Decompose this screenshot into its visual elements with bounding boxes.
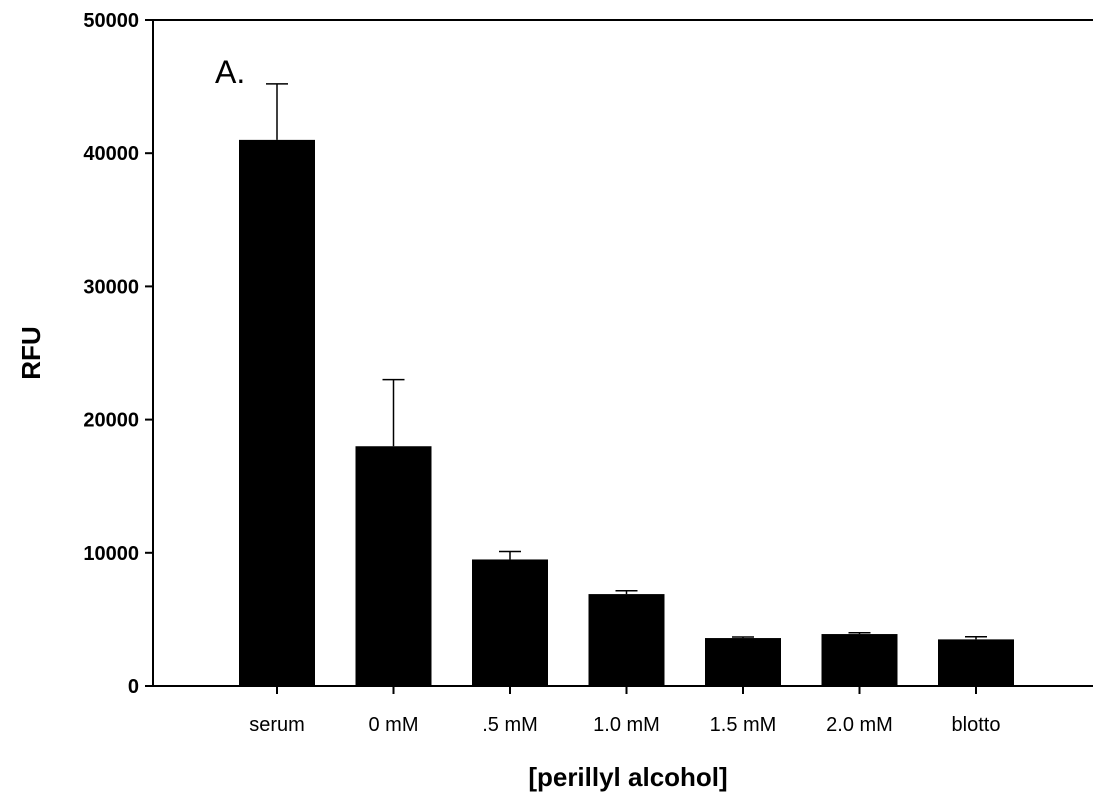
bar bbox=[472, 559, 548, 686]
x-tick-labels: serum 0 mM .5 mM 1.0 mM 1.5 mM 2.0 mM blotto bbox=[249, 686, 1000, 736]
y-tick-label: 50000 bbox=[83, 10, 139, 32]
bar bbox=[239, 139, 315, 686]
bars bbox=[239, 83, 1014, 686]
y-tick-label: 20000 bbox=[83, 410, 139, 432]
x-tick-label: .5 mM bbox=[482, 714, 538, 736]
x-tick-label: 1.0 mM bbox=[593, 714, 660, 736]
x-tick-label: 0 mM bbox=[369, 714, 419, 736]
y-ticks: 0 10000 20000 30000 40000 50000 bbox=[83, 10, 153, 698]
bar bbox=[705, 638, 781, 686]
bar bbox=[821, 634, 898, 686]
bar bbox=[588, 594, 665, 686]
y-tick-label: 0 bbox=[128, 676, 139, 698]
y-tick-label: 10000 bbox=[83, 543, 139, 565]
y-axis-title: RFU bbox=[16, 326, 46, 379]
x-tick-label: blotto bbox=[952, 714, 1001, 736]
bar bbox=[355, 446, 432, 686]
bar bbox=[938, 639, 1014, 686]
y-tick-label: 40000 bbox=[83, 143, 139, 165]
x-tick-label: 1.5 mM bbox=[710, 714, 777, 736]
x-tick-label: 2.0 mM bbox=[826, 714, 893, 736]
y-tick-label: 30000 bbox=[83, 276, 139, 298]
x-tick-label: serum bbox=[249, 714, 305, 736]
panel-label: A. bbox=[215, 54, 245, 90]
x-axis-title: [perillyl alcohol] bbox=[528, 762, 727, 792]
